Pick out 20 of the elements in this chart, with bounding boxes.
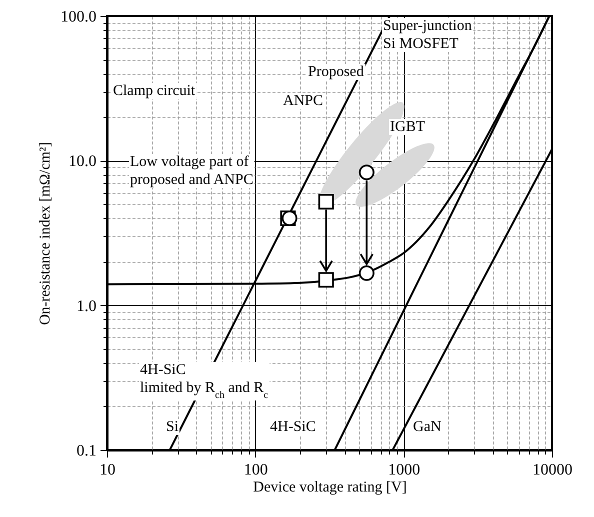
y-tick-label: 0.1 — [76, 442, 96, 460]
annotation: IGBT — [390, 119, 425, 135]
annotation: Proposed — [308, 64, 364, 80]
y-tick-label: 100.0 — [60, 8, 96, 26]
x-tick-label: 1000 — [388, 462, 420, 478]
y-tick-label: 1.0 — [76, 298, 96, 315]
annotation: Clamp circuit — [113, 83, 196, 99]
x-tick-label: 10000 — [532, 462, 572, 478]
y-axis-title: On-resistance index [mΩ/cm²] — [38, 142, 54, 326]
annotation: Super-junction Si MOSFET — [383, 18, 472, 52]
annotation: ANPC — [283, 93, 324, 109]
x-tick-label: 10 — [100, 462, 116, 478]
annotation: 4H-SiC — [270, 419, 316, 435]
annotation: Si — [166, 419, 179, 435]
x-tick-label: 100 — [244, 462, 268, 478]
annotation: Low voltage part of proposed and ANPC — [130, 154, 254, 188]
annotation: GaN — [413, 419, 442, 435]
x-axis-title: Device voltage rating [V] — [253, 480, 407, 496]
y-tick-label: 10.0 — [68, 153, 96, 170]
annotation: 4H-SiC limited by R$_{ch}$ and R$_{c}$ — [140, 362, 269, 400]
